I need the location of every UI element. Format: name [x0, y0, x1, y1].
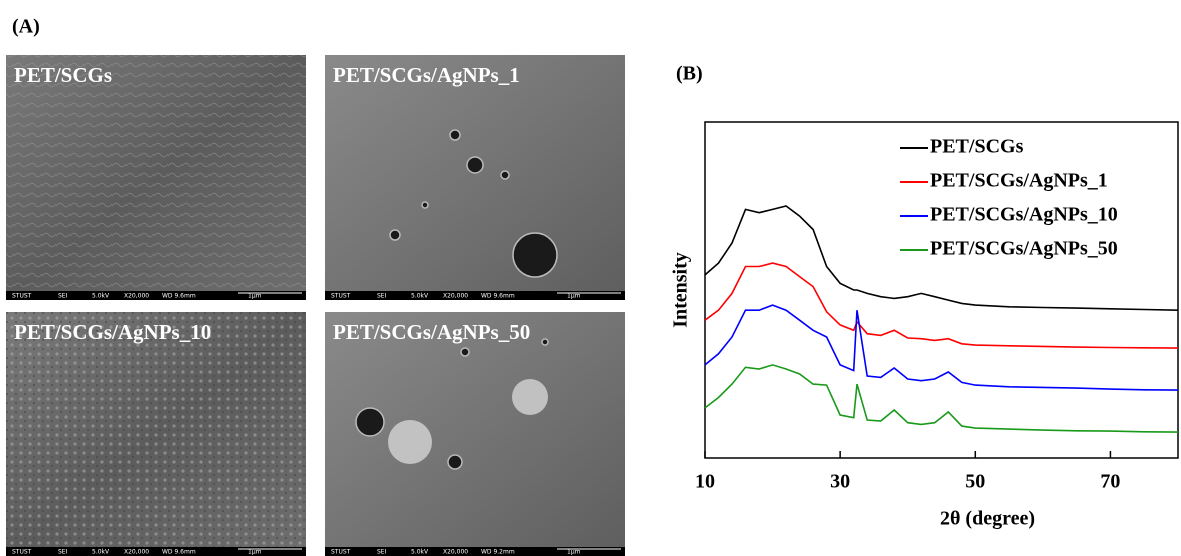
pore	[450, 130, 460, 140]
x-tick-label: 70	[1100, 471, 1120, 493]
pore	[356, 408, 384, 436]
sem-image	[325, 55, 625, 300]
sem-label: PET/SCGs/AgNPs_50	[333, 320, 530, 344]
sem-texture	[6, 312, 306, 556]
pore	[448, 455, 462, 469]
pore	[467, 157, 483, 173]
sem-footer-text: 1μm	[567, 549, 581, 556]
sem-footer-text: STUST	[12, 293, 32, 300]
sem-footer-text: X20,000	[124, 549, 149, 556]
y-axis-label: Intensity	[670, 252, 692, 328]
sem-footer-text: 5.0kV	[411, 549, 429, 556]
sem-label: PET/SCGs	[14, 63, 112, 87]
sem-footer-text: 1μm	[567, 293, 581, 300]
sem-label: PET/SCGs/AgNPs_10	[14, 320, 211, 344]
panel-label: (B)	[676, 63, 703, 85]
x-tick-label: 30	[830, 471, 850, 493]
pore	[390, 230, 400, 240]
sem-footer-text: WD 9.6mm	[162, 549, 196, 556]
pore	[542, 339, 548, 345]
sem-footer-text: SEI	[58, 293, 68, 300]
sem-footer-text: SEI	[58, 549, 68, 556]
sem-footer-text: SEI	[377, 549, 387, 556]
sem-footer-text: WD 9.2mm	[481, 549, 515, 556]
sem-footer-text: WD 9.6mm	[481, 293, 515, 300]
sem-footer-text: SEI	[377, 293, 387, 300]
sem-footer-text: X20,000	[443, 293, 468, 300]
xrd-chart: 10 30 50 70 2θ (degree) Intensity PET/SCGs PET/…	[670, 122, 1178, 530]
sem-footer-text: WD 9.6mm	[162, 293, 196, 300]
sem-footer-text: 1μm	[248, 549, 262, 556]
sem-footer-text: STUST	[331, 549, 351, 556]
sem-panel: PET/SCGs STUST SEI 5.0kV X20,000 WD 9.6mm 1μm P…	[6, 55, 625, 556]
x-tick-label: 10	[695, 471, 715, 493]
pore	[461, 348, 469, 356]
x-axis-label: 2θ (degree)	[940, 508, 1035, 530]
particle-cluster	[388, 420, 432, 464]
panel-label: (A)	[12, 16, 40, 38]
sem-footer-text: STUST	[331, 293, 351, 300]
sem-footer-text: 5.0kV	[92, 549, 110, 556]
sem-footer-text: 5.0kV	[411, 293, 429, 300]
sem-texture	[6, 55, 306, 300]
figure: (A) (B) PET/SCGs STUST SEI 5.0kV X20,000 WD 9…	[0, 0, 1181, 556]
sem-footer-text: STUST	[12, 549, 32, 556]
particle-cluster	[512, 379, 548, 415]
pore	[513, 233, 557, 277]
sem-footer-text: X20,000	[124, 293, 149, 300]
sem-label: PET/SCGs/AgNPs_1	[333, 63, 520, 87]
sem-footer-text: X20,000	[443, 549, 468, 556]
pore	[422, 202, 428, 208]
legend-label: PET/SCGs/AgNPs_50	[930, 238, 1118, 260]
x-tick-label: 50	[965, 471, 985, 493]
legend-label: PET/SCGs	[930, 136, 1024, 158]
legend-label: PET/SCGs/AgNPs_10	[930, 204, 1118, 226]
sem-footer-text: 1μm	[248, 293, 262, 300]
legend-label: PET/SCGs/AgNPs_1	[930, 170, 1108, 192]
pore	[501, 171, 509, 179]
sem-footer-text: 5.0kV	[92, 293, 110, 300]
